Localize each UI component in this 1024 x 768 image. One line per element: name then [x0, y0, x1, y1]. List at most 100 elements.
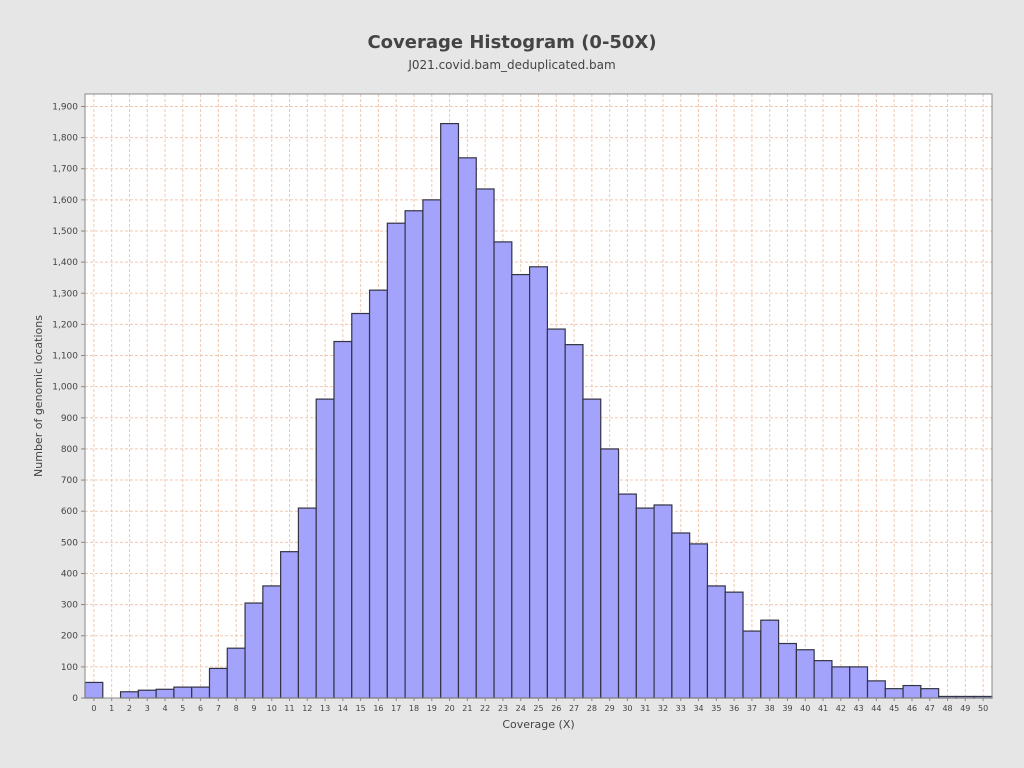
x-tick-label: 29 — [605, 704, 615, 713]
bars — [84, 122, 993, 699]
x-tick-label: 12 — [302, 704, 312, 713]
y-tick-label: 1,800 — [52, 134, 78, 144]
histogram-bar — [546, 328, 566, 699]
x-tick-label: 22 — [480, 704, 490, 713]
y-tick-label: 300 — [61, 601, 78, 611]
x-tick-label: 26 — [551, 704, 561, 713]
histogram-bar — [368, 289, 388, 699]
x-tick-label: 4 — [162, 704, 167, 713]
histogram-bar — [475, 188, 495, 699]
y-tick-label: 1,700 — [52, 165, 78, 175]
x-tick-label: 40 — [800, 704, 810, 713]
histogram-bar — [119, 691, 139, 699]
histogram-bar — [280, 551, 300, 699]
histogram-bar — [457, 157, 477, 699]
histogram-bar — [849, 666, 869, 699]
x-tick-label: 43 — [854, 704, 864, 713]
y-tick-label: 1,200 — [52, 320, 78, 330]
x-tick-label: 50 — [978, 704, 988, 713]
histogram-bar — [813, 660, 833, 699]
x-tick-label: 31 — [640, 704, 650, 713]
y-tick-label: 1,300 — [52, 289, 78, 299]
grid-lines — [85, 94, 992, 699]
x-tick-label: 13 — [320, 704, 330, 713]
histogram-bar — [742, 630, 762, 699]
x-tick-label: 16 — [373, 704, 383, 713]
x-tick-label: 0 — [91, 704, 96, 713]
x-tick-label: 38 — [765, 704, 775, 713]
y-tick-label: 1,500 — [52, 227, 78, 237]
y-axis-label: Number of genomic locations — [32, 315, 45, 477]
histogram-bar — [208, 667, 228, 699]
histogram-bar — [493, 241, 513, 699]
x-tick-label: 45 — [889, 704, 899, 713]
histogram-bar — [386, 222, 406, 699]
x-tick-label: 25 — [533, 704, 543, 713]
histogram-bar — [84, 681, 104, 699]
histogram-bar — [315, 398, 335, 699]
histogram-bar — [529, 266, 548, 699]
histogram-bar — [795, 649, 815, 699]
y-tick-label: 1,100 — [52, 352, 78, 362]
x-tick-label: 15 — [356, 704, 366, 713]
x-tick-label: 6 — [198, 704, 203, 713]
histogram-bar — [831, 666, 851, 699]
y-tick-label: 0 — [72, 694, 78, 704]
x-tick-label: 32 — [658, 704, 668, 713]
y-tick-label: 900 — [61, 414, 78, 424]
x-tick-label: 41 — [818, 704, 828, 713]
histogram-bar — [226, 647, 246, 699]
y-tick-label: 600 — [61, 507, 78, 517]
histogram-bar — [920, 688, 940, 699]
x-tick-label: 17 — [391, 704, 401, 713]
x-tick-label: 2 — [127, 704, 132, 713]
histogram-bar — [671, 532, 691, 699]
chart-title: Coverage Histogram (0-50X) — [367, 32, 656, 53]
x-tick-label: 44 — [871, 704, 881, 713]
chart-subtitle: J021.covid.bam_deduplicated.bam — [407, 58, 615, 72]
histogram-bar — [440, 122, 460, 699]
histogram-bar — [333, 340, 353, 699]
x-axis-label: Coverage (X) — [502, 718, 574, 731]
x-tick-label: 18 — [409, 704, 419, 713]
y-tick-label: 500 — [61, 538, 78, 548]
histogram-bar — [706, 585, 726, 699]
x-tick-label: 39 — [782, 704, 792, 713]
x-tick-label: 20 — [444, 704, 454, 713]
x-tick-label: 48 — [942, 704, 952, 713]
histogram-bar — [244, 602, 264, 699]
y-tick-label: 100 — [61, 663, 78, 673]
x-tick-label: 36 — [729, 704, 739, 713]
y-tick-label: 200 — [61, 632, 78, 642]
x-tick-label: 3 — [145, 704, 150, 713]
histogram-bar — [564, 344, 584, 699]
x-tick-label: 33 — [676, 704, 686, 713]
histogram-bar — [155, 688, 175, 699]
histogram-bar — [760, 619, 780, 699]
x-tick-label: 19 — [427, 704, 437, 713]
x-tick-label: 5 — [180, 704, 185, 713]
x-tick-label: 24 — [516, 704, 526, 713]
y-tick-label: 700 — [61, 476, 78, 486]
x-tick-label: 34 — [693, 704, 703, 713]
x-tick-label: 46 — [907, 704, 917, 713]
histogram-bar — [689, 543, 709, 699]
x-tick-label: 23 — [498, 704, 508, 713]
histogram-bar — [582, 398, 602, 699]
y-tick-label: 1,900 — [52, 102, 78, 112]
x-tick-label: 37 — [747, 704, 757, 713]
histogram-bar — [137, 689, 157, 699]
x-tick-label: 47 — [925, 704, 935, 713]
x-tick-label: 11 — [284, 704, 294, 713]
histogram-bar — [351, 312, 371, 699]
x-tick-label: 28 — [587, 704, 597, 713]
x-tick-label: 8 — [234, 704, 239, 713]
x-tick-label: 7 — [216, 704, 221, 713]
histogram-bar — [422, 199, 442, 699]
x-tick-label: 49 — [960, 704, 970, 713]
x-tick-label: 42 — [836, 704, 846, 713]
histogram-bar — [600, 448, 620, 699]
histogram-bar — [724, 591, 744, 699]
